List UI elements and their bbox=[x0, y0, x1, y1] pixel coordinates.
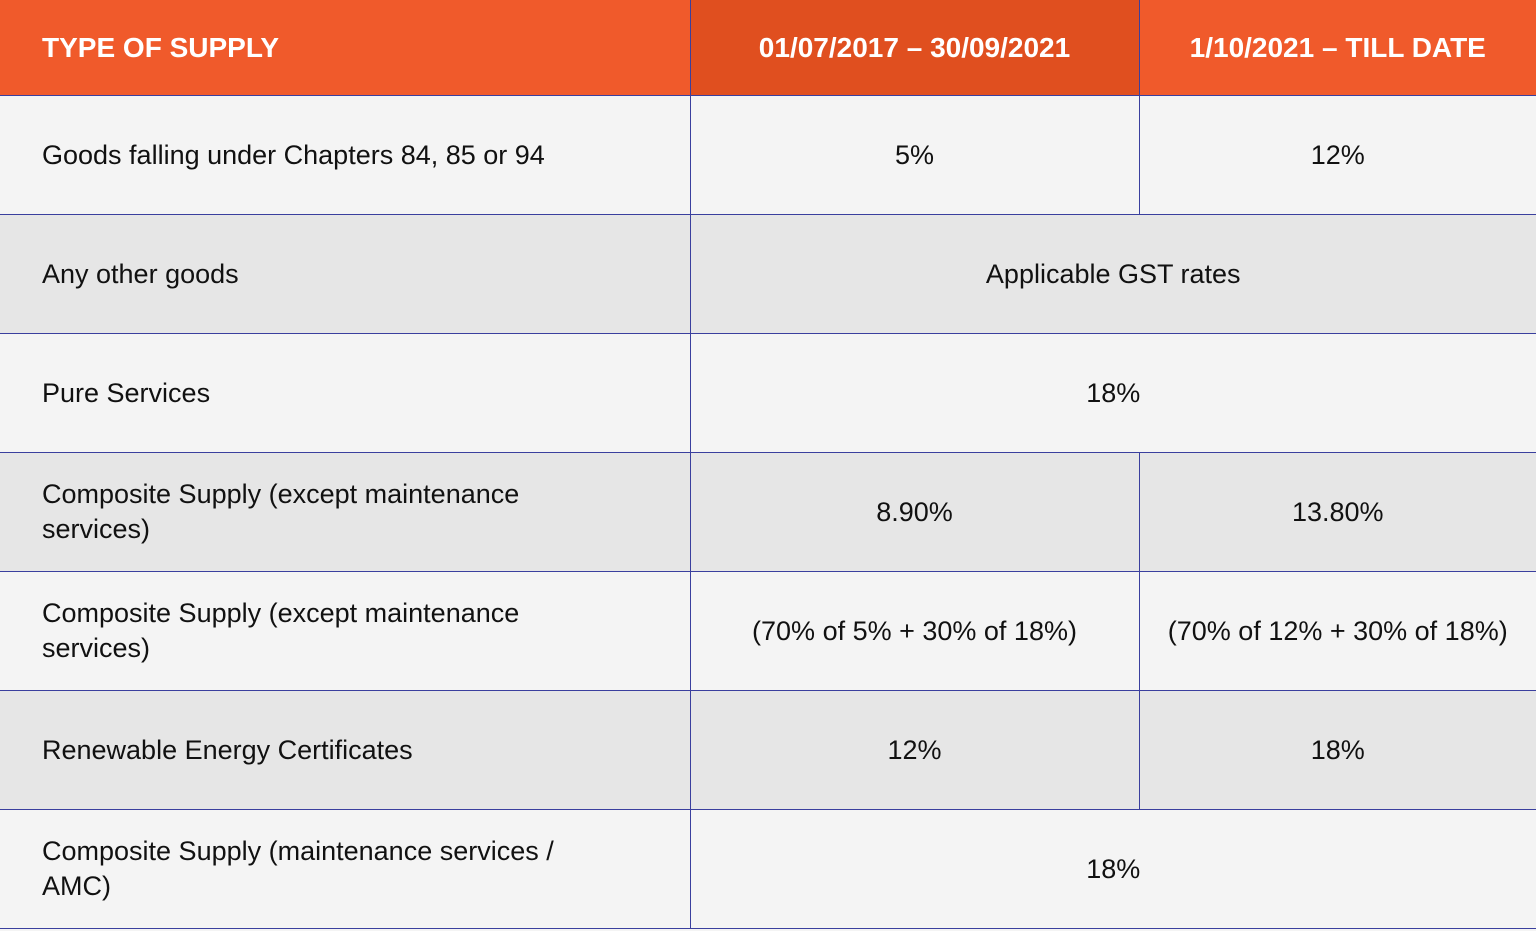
row-period-2-value: 18% bbox=[1138, 690, 1536, 810]
row-type-label: Goods falling under Chapters 84, 85 or 9… bbox=[0, 95, 691, 215]
row-period-2-value: 12% bbox=[1138, 95, 1536, 215]
row-type-label: Renewable Energy Certificates bbox=[0, 690, 691, 810]
row-type-label: Any other goods bbox=[0, 214, 691, 334]
table-row: Pure Services 18% bbox=[0, 333, 1536, 453]
header-type-of-supply: TYPE OF SUPPLY bbox=[0, 0, 691, 96]
row-type-label: Composite Supply (except maintenance ser… bbox=[0, 571, 691, 691]
row-type-label: Composite Supply (except maintenance ser… bbox=[0, 452, 691, 572]
table-row: Goods falling under Chapters 84, 85 or 9… bbox=[0, 95, 1536, 215]
row-type-label: Pure Services bbox=[0, 333, 691, 453]
table-row: Composite Supply (except maintenance ser… bbox=[0, 571, 1536, 691]
header-row: TYPE OF SUPPLY 01/07/2017 – 30/09/2021 1… bbox=[0, 0, 1536, 96]
table-row: Composite Supply (maintenance services /… bbox=[0, 809, 1536, 929]
row-period-1-value: 5% bbox=[689, 95, 1140, 215]
row-merged-value: 18% bbox=[689, 333, 1536, 453]
row-merged-value: 18% bbox=[689, 809, 1536, 929]
header-period-1: 01/07/2017 – 30/09/2021 bbox=[689, 0, 1140, 96]
row-period-1-value: (70% of 5% + 30% of 18%) bbox=[689, 571, 1140, 691]
row-period-2-value: 13.80% bbox=[1138, 452, 1536, 572]
row-merged-value: Applicable GST rates bbox=[689, 214, 1536, 334]
table-row: Renewable Energy Certificates 12% 18% bbox=[0, 690, 1536, 810]
row-period-2-value: (70% of 12% + 30% of 18%) bbox=[1138, 571, 1536, 691]
table-row: Any other goods Applicable GST rates bbox=[0, 214, 1536, 334]
row-period-1-value: 12% bbox=[689, 690, 1140, 810]
table-row: Composite Supply (except maintenance ser… bbox=[0, 452, 1536, 572]
header-period-2: 1/10/2021 – TILL DATE bbox=[1138, 0, 1536, 96]
row-type-label: Composite Supply (maintenance services /… bbox=[0, 809, 691, 929]
row-period-1-value: 8.90% bbox=[689, 452, 1140, 572]
